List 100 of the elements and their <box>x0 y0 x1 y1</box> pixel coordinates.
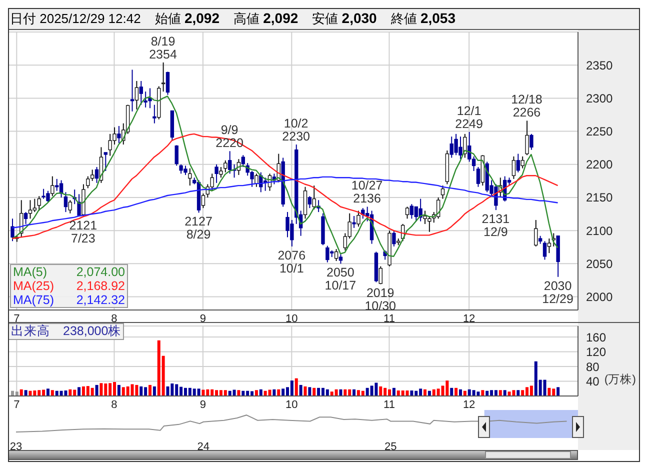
bar <box>64 390 68 396</box>
candlestick <box>361 208 365 220</box>
candlestick <box>214 164 218 184</box>
bar <box>406 390 409 396</box>
candlestick <box>174 144 178 166</box>
bar <box>379 386 382 396</box>
bar <box>476 392 480 396</box>
candlestick <box>392 230 396 247</box>
candlestick <box>224 160 228 173</box>
candlestick <box>28 200 32 220</box>
x-tick-label: 24 <box>197 440 210 453</box>
bar <box>370 386 374 396</box>
bar <box>334 389 338 396</box>
x-tick-label: 12 <box>462 312 476 325</box>
candlestick <box>188 168 192 186</box>
bar <box>450 388 454 396</box>
candlestick <box>130 69 134 112</box>
bar <box>498 390 502 396</box>
bar <box>237 390 240 396</box>
bar <box>339 389 342 396</box>
bar <box>95 384 98 396</box>
candlestick <box>64 192 68 213</box>
text: 安値 2,030 <box>312 10 377 28</box>
candlestick <box>241 154 245 168</box>
candlestick <box>50 176 54 197</box>
bar <box>436 388 440 396</box>
y-tick-label: 2050 <box>586 256 614 271</box>
y-tick-label: 2350 <box>586 58 614 72</box>
bar <box>424 389 426 396</box>
annotation: 2050 10/17 <box>324 266 356 293</box>
bar <box>254 390 258 396</box>
bar <box>277 389 280 396</box>
candlestick <box>86 176 90 189</box>
bar <box>166 386 170 396</box>
candlestick <box>338 254 343 264</box>
candlestick <box>68 200 72 214</box>
candlestick <box>303 186 308 220</box>
y-tick-label: 2100 <box>586 224 614 238</box>
y-tick-label: 40 <box>586 374 600 389</box>
annotation: 8/19 2354 <box>149 34 177 62</box>
y-tick-label: 2200 <box>586 158 614 172</box>
annotation: 2127 8/29 <box>184 214 212 242</box>
candlestick <box>542 240 547 260</box>
candlestick <box>210 173 214 192</box>
x-tick-label: 10 <box>286 312 298 325</box>
bar <box>556 387 560 396</box>
candlestick <box>476 166 480 188</box>
x-tick-label: 8 <box>111 312 118 325</box>
text: 高値 2,092 <box>234 10 298 28</box>
candlestick <box>117 125 121 144</box>
annotation: 10/2 2230 <box>282 116 310 144</box>
bar <box>454 388 458 396</box>
bar <box>512 390 516 396</box>
bar <box>135 384 138 396</box>
candlestick <box>312 185 316 210</box>
annotation: 9/9 2220 <box>216 123 244 150</box>
bar <box>543 380 546 396</box>
x-tick-label: 7 <box>14 312 20 325</box>
bar <box>299 384 302 396</box>
candlestick <box>254 173 258 188</box>
candlestick <box>525 120 529 156</box>
bar <box>68 389 72 396</box>
candlestick <box>520 156 524 169</box>
y-tick-label: 2150 <box>586 190 614 205</box>
candlestick <box>530 133 534 150</box>
bar <box>152 386 156 396</box>
bar <box>312 388 316 396</box>
bar <box>90 388 94 396</box>
bar <box>148 384 152 396</box>
x-tick-label: 23 <box>10 440 22 453</box>
candlestick <box>512 156 516 180</box>
annotation: 10/27 2136 <box>351 178 383 206</box>
bar <box>282 388 285 396</box>
bar <box>458 389 462 396</box>
y-tick-label: 160 <box>586 330 606 344</box>
bar <box>15 392 18 396</box>
annotation: 2030 12/29 <box>542 278 574 306</box>
bar <box>224 390 227 396</box>
candlestick <box>547 238 552 254</box>
annotation: 2131 12/9 <box>482 212 510 240</box>
annotation: 12/1 2249 <box>455 104 484 131</box>
bar <box>202 390 205 396</box>
y-tick-label: 2000 <box>586 290 614 304</box>
bar <box>24 390 28 396</box>
bar <box>352 389 356 396</box>
bar <box>100 383 103 396</box>
y-tick-label: 2250 <box>586 124 614 139</box>
candlestick <box>77 194 81 217</box>
bar <box>326 389 329 396</box>
bar <box>294 378 298 396</box>
bar <box>197 388 200 396</box>
bar <box>46 388 50 396</box>
bar <box>410 390 414 396</box>
candlestick <box>55 178 59 192</box>
candlestick <box>161 62 166 92</box>
x-tick-label: 11 <box>384 312 395 325</box>
candlestick <box>326 245 330 263</box>
candlestick <box>516 153 520 173</box>
bar <box>140 386 143 396</box>
candlestick <box>166 71 170 96</box>
